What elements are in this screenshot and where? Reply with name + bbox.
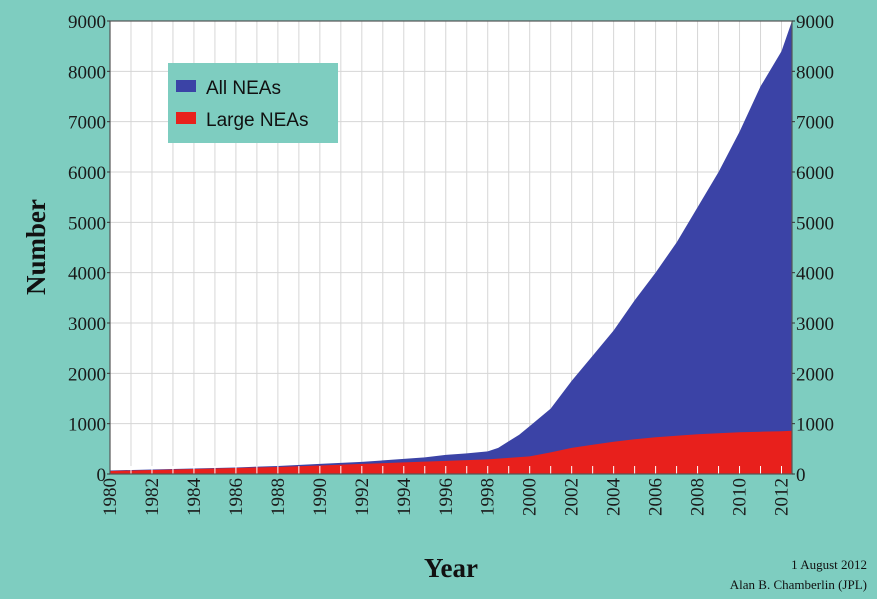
y-tick-right-1000: 1000: [796, 415, 834, 436]
y-axis-title: Number: [21, 199, 51, 295]
x-tick-2012: 2012: [772, 478, 793, 516]
x-tick-2008: 2008: [688, 478, 709, 516]
x-tick-labels: 1980 1982 1984 1986 1988 1990 1992 1994 1996 1998…: [100, 478, 793, 517]
x-tick-2010: 2010: [730, 478, 751, 516]
legend-label-all-neas: All NEAs: [206, 78, 281, 99]
y-tick-left-2000: 2000: [68, 364, 106, 385]
y-tick-left-0: 0: [97, 465, 107, 486]
x-tick-1986: 1986: [226, 478, 247, 516]
x-tick-2006: 2006: [646, 478, 667, 516]
y-tick-right-5000: 5000: [796, 213, 834, 234]
y-tick-left-4000: 4000: [68, 264, 106, 285]
x-axis-title: Year: [424, 553, 478, 583]
legend-label-large-neas: Large NEAs: [206, 110, 308, 131]
x-tick-2002: 2002: [562, 478, 583, 516]
y-tick-right-3000: 3000: [796, 314, 834, 335]
x-tick-2000: 2000: [520, 478, 541, 516]
y-tick-right-4000: 4000: [796, 264, 834, 285]
legend-box: [168, 63, 338, 143]
y-tick-right-9000: 9000: [796, 12, 834, 33]
x-tick-1990: 1990: [310, 478, 331, 516]
credit-author: Alan B. Chamberlin (JPL): [730, 577, 867, 592]
y-tick-right-7000: 7000: [796, 113, 834, 134]
area-series-1: [110, 430, 792, 474]
y-tick-left-1000: 1000: [68, 415, 106, 436]
y-tick-labels-left: 0 1000 2000 3000 4000 5000 6000 7000 8000 9000: [68, 12, 110, 486]
y-tick-right-8000: 8000: [796, 62, 834, 83]
y-tick-left-5000: 5000: [68, 213, 106, 234]
plot-border: [109, 20, 793, 475]
y-tick-left-3000: 3000: [68, 314, 106, 335]
x-tick-2004: 2004: [604, 478, 625, 517]
x-tick-1982: 1982: [142, 478, 163, 516]
areas: [109, 21, 792, 474]
y-tick-right-0: 0: [796, 465, 806, 486]
x-tick-1980: 1980: [100, 478, 121, 516]
y-tick-left-6000: 6000: [68, 163, 106, 184]
x-tick-1996: 1996: [436, 478, 457, 516]
x-tick-1984: 1984: [184, 478, 205, 517]
credit-date: 1 August 2012: [791, 557, 867, 572]
y-tick-left-8000: 8000: [68, 62, 106, 83]
y-tick-labels-right: 0 1000 2000 3000 4000 5000 6000 7000 8000 9000: [792, 12, 834, 486]
y-tick-right-6000: 6000: [796, 163, 834, 184]
x-tick-1994: 1994: [394, 478, 415, 517]
x-tick-1992: 1992: [352, 478, 373, 516]
area-series-0: [110, 21, 792, 474]
x-tick-1998: 1998: [478, 478, 499, 516]
x-tick-1988: 1988: [268, 478, 289, 516]
legend: All NEAs Large NEAs: [168, 63, 338, 143]
y-tick-left-9000: 9000: [68, 12, 106, 33]
y-tick-left-7000: 7000: [68, 113, 106, 134]
legend-swatch-large-neas: [176, 112, 196, 124]
legend-swatch-all-neas: [176, 80, 196, 92]
y-tick-right-2000: 2000: [796, 364, 834, 385]
